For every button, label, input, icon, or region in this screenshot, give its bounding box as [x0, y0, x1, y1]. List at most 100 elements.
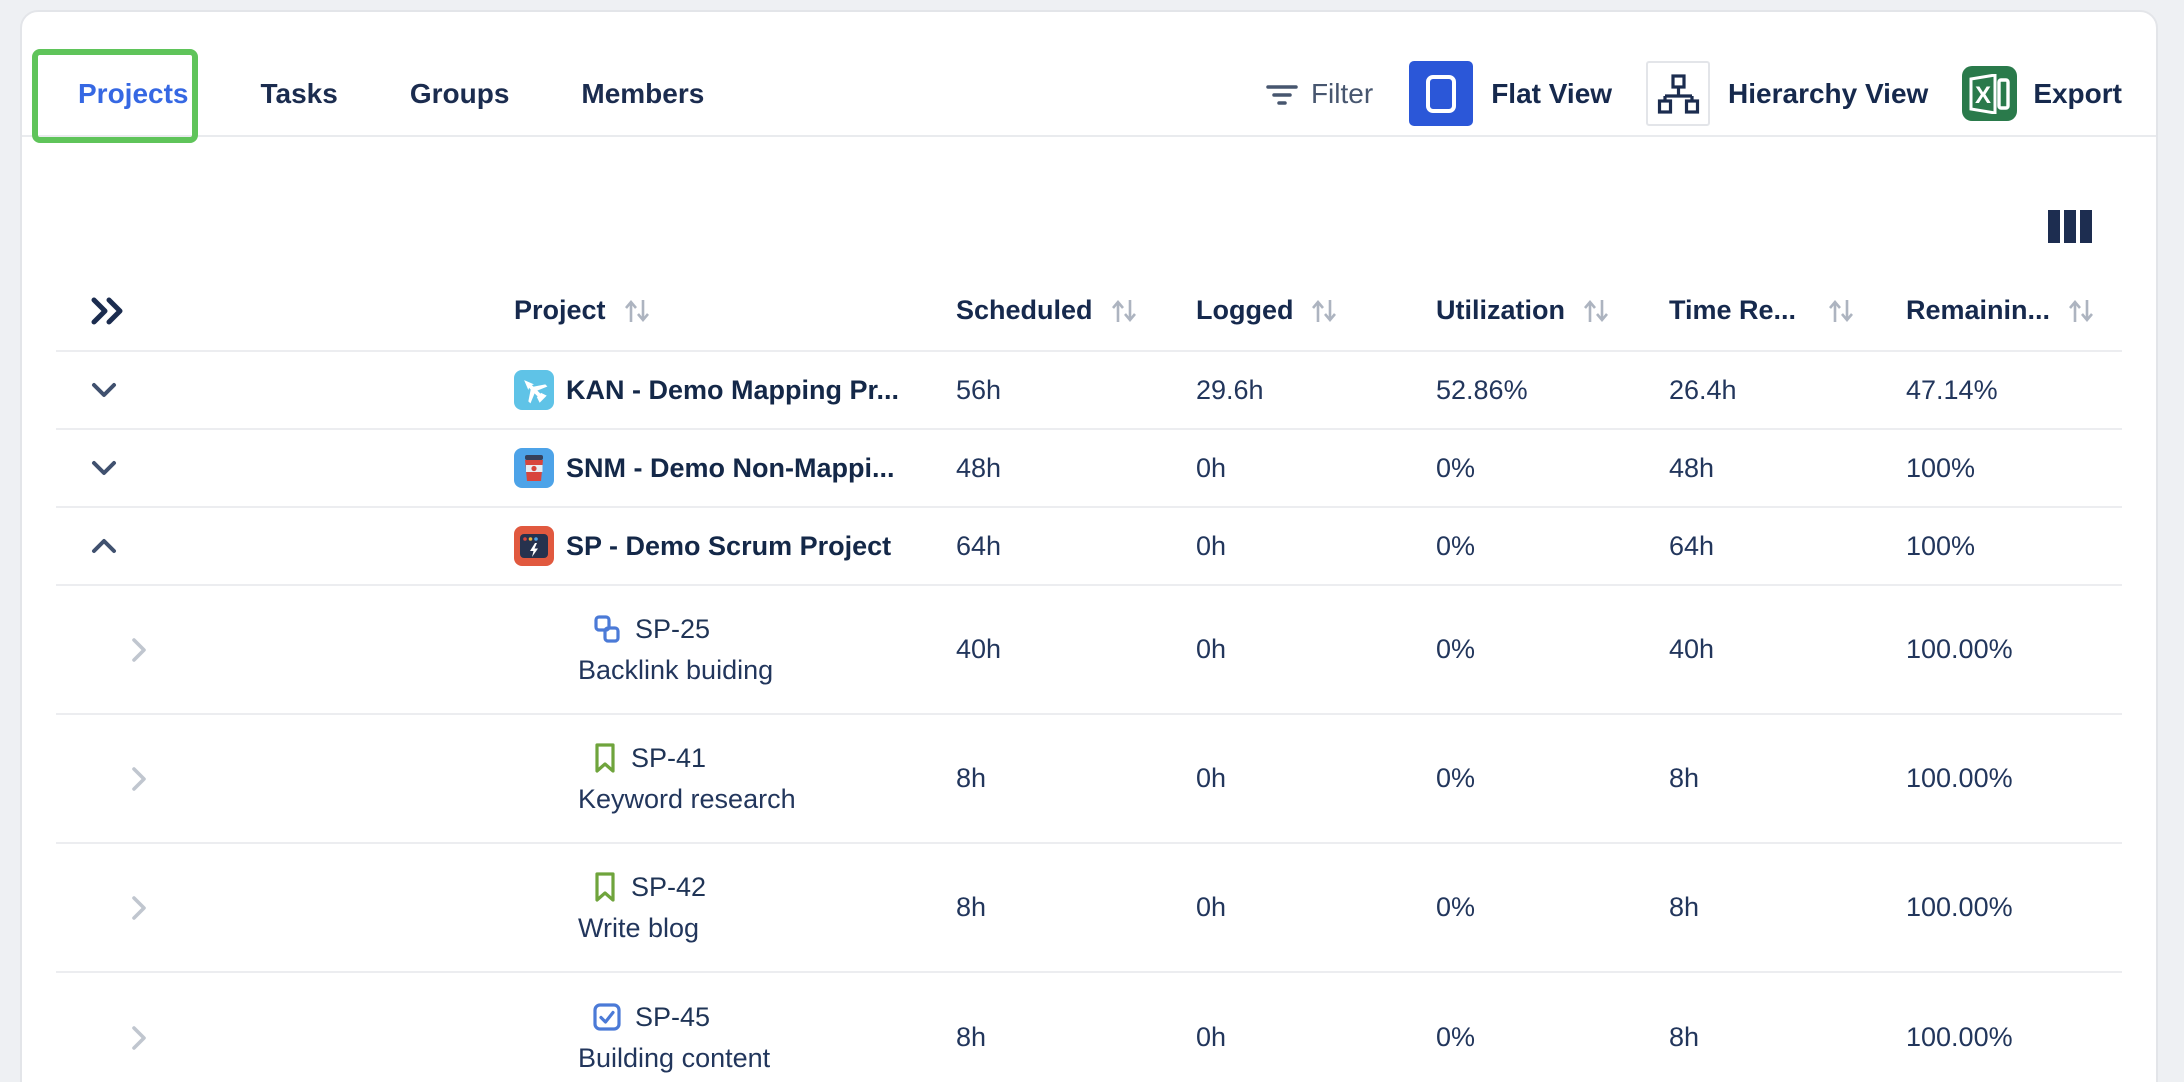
toolbar: Projects Tasks Groups Members Filter Fla… — [22, 12, 2156, 143]
filter-icon — [1265, 79, 1299, 109]
scheduled-value: 64h — [956, 530, 1002, 561]
utilization-value: 0% — [1436, 452, 1476, 483]
sort-icon[interactable] — [1826, 297, 1856, 325]
time-remaining-value: 40h — [1669, 634, 1715, 664]
table-row: SP-45 Building content 8h 0h 0% 8h 100.0… — [56, 973, 2122, 1082]
project-avatar-browser-icon — [514, 526, 554, 566]
chevron-right-icon[interactable] — [128, 635, 150, 665]
table-row: SP - Demo Scrum Project 64h 0h 0% 64h 10… — [56, 508, 2122, 586]
column-label: Remainin... — [1906, 295, 2051, 325]
project-name-link[interactable]: SNM - Demo Non-Mappi... — [566, 452, 895, 483]
expand-cell — [56, 378, 514, 402]
issue-summary: Backlink buiding — [578, 654, 774, 685]
project-avatar-plane-icon — [514, 370, 554, 410]
column-header-utilization[interactable]: Utilization — [1436, 295, 1669, 326]
main-panel: Projects Tasks Groups Members Filter Fla… — [20, 10, 2158, 1082]
issue-key-link[interactable]: SP-42 — [631, 871, 707, 902]
hierarchy-view-label[interactable]: Hierarchy View — [1728, 77, 1929, 109]
time-remaining-value: 8h — [1669, 892, 1700, 922]
project-cell: KAN - Demo Mapping Pr... — [514, 370, 956, 410]
issue-summary: Write blog — [578, 913, 700, 943]
time-remaining-value: 48h — [1669, 452, 1715, 483]
sort-icon[interactable] — [622, 297, 652, 325]
column-label: Time Re... — [1669, 295, 1797, 325]
utilization-value: 0% — [1436, 634, 1476, 664]
export-button[interactable]: X Export — [1962, 66, 2122, 121]
project-name-link[interactable]: KAN - Demo Mapping Pr... — [566, 374, 900, 405]
table-options-bar — [56, 137, 2122, 245]
hierarchy-view-icon — [1656, 72, 1700, 116]
remaining-percent-value: 100.00% — [1906, 763, 2013, 793]
column-label: Scheduled — [956, 295, 1093, 325]
expand-cell — [56, 534, 514, 558]
logged-value: 0h — [1196, 892, 1227, 922]
column-header-time-remaining[interactable]: Time Re... — [1669, 295, 1906, 326]
tab-members[interactable]: Members — [581, 77, 705, 109]
chevron-up-icon[interactable] — [89, 534, 119, 558]
sort-icon[interactable] — [1309, 297, 1339, 325]
chevron-down-icon[interactable] — [89, 456, 119, 480]
table-row: SP-25 Backlink buiding 40h 0h 0% 40h 100… — [56, 586, 2122, 715]
column-header-logged[interactable]: Logged — [1196, 295, 1436, 326]
time-remaining-value: 8h — [1669, 763, 1700, 793]
time-remaining-value: 8h — [1669, 1022, 1700, 1052]
remaining-percent-value: 100.00% — [1906, 892, 2013, 922]
time-remaining-value: 64h — [1669, 530, 1715, 561]
logged-value: 0h — [1196, 634, 1227, 664]
issue-cell: SP-25 Backlink buiding — [514, 614, 956, 686]
excel-icon: X — [1962, 66, 2018, 121]
project-cell: SP - Demo Scrum Project — [514, 526, 956, 566]
utilization-value: 0% — [1436, 892, 1476, 922]
hierarchy-view-button[interactable] — [1646, 61, 1711, 126]
flat-view-icon — [1424, 73, 1458, 115]
sort-icon[interactable] — [2066, 297, 2096, 325]
issue-cell: SP-42 Write blog — [514, 871, 956, 944]
tab-tasks[interactable]: Tasks — [260, 77, 338, 109]
chevron-right-icon[interactable] — [128, 893, 150, 923]
logged-value: 0h — [1196, 530, 1227, 561]
project-name-link[interactable]: SP - Demo Scrum Project — [566, 530, 892, 561]
flat-view-button[interactable] — [1409, 61, 1474, 126]
column-header-project[interactable]: Project — [514, 295, 956, 326]
chevron-right-icon[interactable] — [128, 1023, 150, 1053]
filter-button[interactable]: Filter — [1265, 78, 1373, 110]
utilization-value: 0% — [1436, 530, 1476, 561]
story-type-icon — [592, 871, 618, 903]
expand-cell — [56, 893, 514, 923]
issue-cell: SP-41 Keyword research — [514, 742, 956, 815]
issue-key-link[interactable]: SP-25 — [635, 613, 711, 644]
expand-cell — [56, 456, 514, 480]
story-type-icon — [592, 742, 618, 774]
scheduled-value: 48h — [956, 452, 1002, 483]
remaining-percent-value: 100.00% — [1906, 634, 2013, 664]
column-header-remaining[interactable]: Remainin... — [1906, 295, 2126, 326]
project-cell: SNM - Demo Non-Mappi... — [514, 448, 956, 488]
expand-cell — [56, 1023, 514, 1053]
collapse-all-button[interactable] — [56, 296, 514, 326]
issue-summary: Building content — [578, 1042, 771, 1073]
remaining-percent-value: 47.14% — [1906, 374, 1998, 405]
chevron-right-icon[interactable] — [128, 764, 150, 794]
issue-key-link[interactable]: SP-45 — [635, 1001, 711, 1032]
remaining-percent-value: 100% — [1906, 452, 1976, 483]
toolbar-actions: Filter Flat View — [1265, 61, 2122, 126]
tab-bar: Projects Tasks Groups Members — [56, 78, 704, 110]
flat-view-label[interactable]: Flat View — [1491, 77, 1613, 109]
column-header-scheduled[interactable]: Scheduled — [956, 295, 1196, 326]
columns-settings-icon[interactable] — [2048, 210, 2092, 243]
sort-icon[interactable] — [1109, 297, 1139, 325]
task-type-icon — [592, 1002, 622, 1032]
column-label: Logged — [1196, 295, 1294, 325]
sort-icon[interactable] — [1581, 297, 1611, 325]
tab-groups[interactable]: Groups — [409, 77, 510, 109]
tab-projects[interactable]: Projects — [78, 77, 189, 109]
table-section: Project Scheduled Logged Utilization Tim… — [22, 137, 2156, 1082]
chevron-down-icon[interactable] — [89, 378, 119, 402]
scheduled-value: 8h — [956, 763, 987, 793]
column-label: Project — [514, 295, 606, 325]
logged-value: 0h — [1196, 452, 1227, 483]
issue-key-link[interactable]: SP-41 — [631, 742, 707, 773]
issue-cell: SP-45 Building content — [514, 1002, 956, 1074]
table-row: SNM - Demo Non-Mappi... 48h 0h 0% 48h 10… — [56, 430, 2122, 508]
scheduled-value: 8h — [956, 1022, 987, 1052]
